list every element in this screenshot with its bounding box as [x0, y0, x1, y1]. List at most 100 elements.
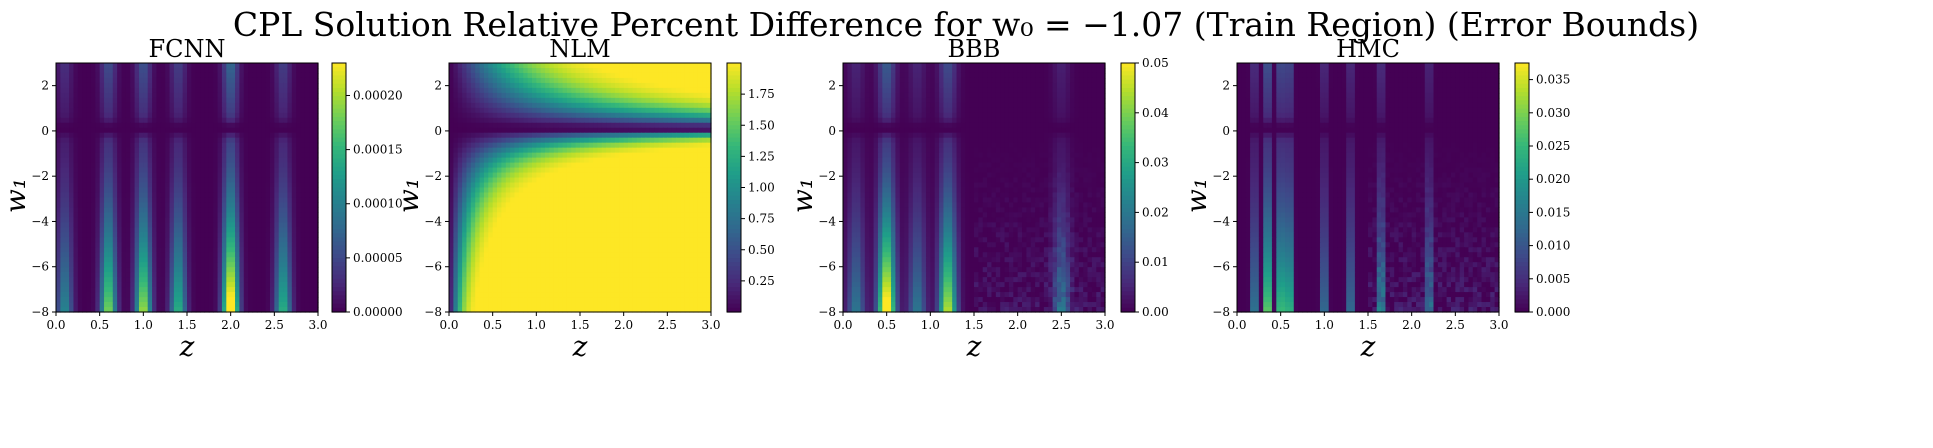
heatmap-cell: [261, 237, 267, 243]
heatmap-cell: [165, 232, 171, 238]
heatmap-cell: [667, 82, 673, 89]
heatmap-cell: [588, 112, 594, 119]
heatmap-cell: [204, 257, 210, 263]
heatmap-cell: [217, 192, 223, 199]
heatmap-cell: [488, 162, 494, 169]
heatmap-cell: [566, 97, 572, 104]
heatmap-cell: [523, 102, 529, 109]
heatmap-cell: [121, 122, 127, 129]
heatmap-cell: [457, 147, 463, 154]
heatmap-cell: [531, 72, 537, 79]
heatmap-cell: [676, 147, 682, 154]
heatmap-cell: [147, 197, 153, 204]
heatmap-cell: [606, 202, 612, 209]
heatmap-cell: [252, 222, 258, 228]
heatmap-cell: [623, 132, 629, 139]
heatmap-cell: [73, 297, 79, 303]
heatmap-cell: [117, 307, 123, 313]
heatmap-cell: [64, 292, 70, 298]
colorbar-segment: [332, 104, 346, 110]
heatmap-cell: [178, 142, 184, 149]
heatmap-cell: [658, 132, 664, 139]
heatmap-cell: [265, 307, 271, 313]
heatmap-cell: [134, 177, 140, 184]
heatmap-cell: [112, 212, 118, 218]
heatmap-cell: [645, 107, 651, 114]
heatmap-cell: [169, 237, 175, 243]
heatmap-cell: [204, 282, 210, 288]
heatmap-cell: [300, 207, 306, 213]
heatmap-cell: [527, 187, 533, 194]
heatmap-cell: [117, 202, 123, 209]
heatmap-cell: [566, 127, 572, 134]
heatmap-cell: [283, 107, 289, 114]
heatmap-cell: [243, 207, 249, 213]
heatmap-cell: [147, 247, 153, 253]
heatmap-cell: [235, 142, 240, 149]
heatmap-cell: [221, 232, 227, 238]
heatmap-cell: [658, 207, 664, 213]
heatmap-cell: [160, 237, 166, 243]
heatmap-cell: [221, 292, 227, 298]
heatmap-cell: [73, 162, 79, 169]
heatmap-cell: [645, 182, 651, 189]
heatmap-cell: [56, 287, 61, 293]
heatmap-cell: [117, 127, 123, 134]
heatmap-cell: [619, 122, 625, 129]
heatmap-cell: [108, 117, 114, 124]
heatmap-cell: [296, 182, 302, 189]
heatmap-cell: [160, 137, 166, 144]
heatmap-cell: [313, 137, 319, 144]
heatmap-cell: [130, 297, 136, 303]
heatmap-cell: [645, 127, 651, 134]
heatmap-cell: [243, 202, 249, 209]
heatmap-cell: [453, 137, 459, 144]
heatmap-cell: [230, 132, 236, 139]
heatmap-cell: [296, 97, 302, 104]
heatmap-cell: [138, 97, 144, 104]
heatmap-cell: [562, 187, 568, 194]
heatmap-cell: [566, 72, 572, 79]
heatmap-cell: [182, 167, 188, 174]
heatmap-cell: [56, 192, 61, 199]
heatmap-cell: [588, 212, 594, 218]
heatmap-cell: [248, 63, 254, 69]
heatmap-cell: [466, 187, 472, 194]
heatmap-cell: [291, 167, 297, 174]
heatmap-cell: [256, 232, 262, 238]
heatmap-cell: [69, 242, 75, 248]
heatmap-cell: [104, 307, 109, 313]
heatmap-cell: [138, 202, 144, 209]
heatmap-cell: [313, 172, 319, 179]
heatmap-cell: [575, 207, 581, 213]
heatmap-cell: [73, 167, 79, 174]
heatmap-cell: [558, 217, 564, 223]
heatmap-cell: [64, 127, 70, 134]
heatmap-cell: [658, 63, 664, 69]
heatmap-cell: [597, 197, 603, 204]
heatmap-cell: [558, 107, 564, 114]
heatmap-cell: [169, 297, 175, 303]
heatmap-cell: [649, 182, 655, 189]
heatmap-cell: [121, 252, 127, 258]
heatmap-cell: [283, 82, 289, 89]
heatmap-cell: [676, 172, 682, 179]
heatmap-cell: [125, 87, 131, 94]
heatmap-cell: [152, 297, 158, 303]
heatmap-cell: [152, 157, 158, 164]
heatmap-cell: [208, 272, 214, 278]
heatmap-cell: [566, 137, 572, 144]
heatmap-cell: [510, 187, 516, 194]
heatmap-cell: [601, 122, 607, 129]
heatmap-cell: [479, 172, 485, 179]
heatmap-cell: [86, 232, 92, 238]
heatmap-cell: [283, 152, 289, 159]
heatmap-cell: [601, 207, 607, 213]
heatmap-cell: [82, 187, 88, 194]
heatmap-cell: [483, 102, 489, 109]
heatmap-cell: [138, 137, 144, 144]
heatmap-cell: [178, 63, 184, 69]
heatmap-cell: [562, 152, 568, 159]
heatmap-cell: [614, 127, 620, 134]
heatmap-cell: [191, 147, 197, 154]
